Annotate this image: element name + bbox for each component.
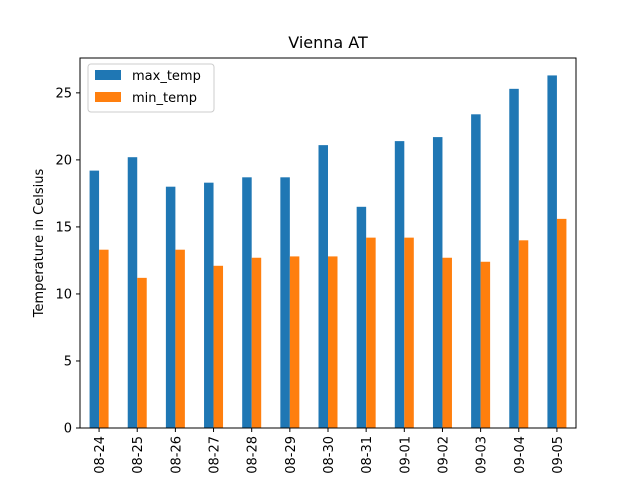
x-tick-label-09-04: 09-04 [513, 436, 528, 474]
x-tick-label-09-03: 09-03 [475, 436, 490, 474]
x-tick-label-09-01: 09-01 [398, 436, 413, 474]
y-axis: 0 5 10 15 20 25 [55, 86, 80, 437]
legend-swatch-max-temp [95, 70, 121, 80]
bar-min-temp-09-01 [404, 237, 414, 428]
bar-max-temp-08-28 [242, 177, 252, 428]
bar-min-temp-08-30 [328, 256, 338, 428]
x-tick-label-08-31: 08-31 [360, 436, 375, 474]
chart-title: Vienna AT [288, 33, 368, 52]
y-tick-label: 25 [55, 86, 72, 101]
bar-max-temp-09-04 [509, 88, 519, 428]
legend-label-max-temp: max_temp [132, 69, 201, 84]
bar-min-temp-09-05 [556, 218, 567, 428]
legend-label-min-temp: min_temp [132, 91, 197, 106]
x-tick-label-08-25: 08-25 [131, 436, 146, 474]
bar-min-temp-08-27 [213, 265, 224, 428]
x-tick-label-08-26: 08-26 [169, 436, 184, 474]
y-tick-label: 15 [55, 220, 72, 235]
y-tick-label: 20 [55, 153, 72, 168]
bar-min-temp-08-29 [289, 256, 300, 428]
x-tick-label-09-02: 09-02 [436, 436, 451, 474]
bar-min-temp-08-25 [137, 277, 147, 428]
bar-min-temp-08-28 [251, 257, 262, 428]
x-axis: 08-24 08-25 08-26 08-27 08-28 08-29 08-30 08-31… [93, 428, 566, 474]
bar-min-temp-09-03 [480, 261, 491, 428]
bar-max-temp-08-24 [89, 170, 100, 428]
bar-max-temp-09-02 [432, 137, 443, 428]
bar-max-temp-08-25 [127, 157, 138, 429]
plot-area [89, 75, 567, 429]
x-tick-label-08-27: 08-27 [208, 436, 223, 474]
bar-min-temp-09-02 [442, 257, 452, 428]
y-tick-label: 0 [64, 422, 72, 437]
bar-max-temp-08-31 [356, 206, 367, 428]
bar-max-temp-09-01 [394, 141, 405, 428]
bar-max-temp-09-05 [547, 75, 557, 428]
y-axis-label: Temperature in Celsius [32, 169, 47, 319]
bar-min-temp-08-31 [366, 237, 376, 428]
bar-max-temp-08-27 [204, 182, 214, 428]
bar-min-temp-08-26 [175, 249, 185, 428]
bar-max-temp-08-30 [318, 145, 328, 428]
x-tick-label-09-05: 09-05 [551, 436, 566, 474]
bar-max-temp-09-03 [471, 114, 481, 428]
y-tick-label: 10 [55, 287, 72, 302]
legend-swatch-min-temp [95, 92, 121, 102]
x-tick-label-08-30: 08-30 [322, 436, 337, 474]
y-tick-label: 5 [64, 354, 72, 369]
bar-min-temp-09-04 [518, 240, 529, 428]
x-tick-label-08-28: 08-28 [246, 436, 261, 474]
x-tick-label-08-29: 08-29 [284, 436, 299, 474]
bar-min-temp-08-24 [99, 249, 109, 428]
bar-max-temp-08-29 [280, 177, 290, 428]
legend: max_temp min_temp [87, 63, 215, 113]
x-tick-label-08-24: 08-24 [93, 436, 108, 474]
bar-max-temp-08-26 [165, 186, 176, 428]
